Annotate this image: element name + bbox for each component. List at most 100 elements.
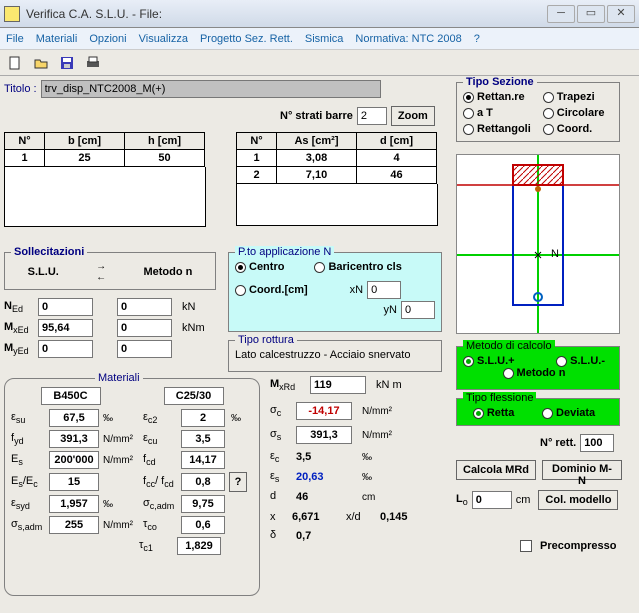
- steel-input[interactable]: [41, 387, 101, 405]
- strati-input[interactable]: [357, 107, 387, 125]
- print-icon[interactable]: [84, 54, 102, 72]
- radio-trapezi[interactable]: Trapezi: [543, 91, 605, 103]
- menu-visualizza[interactable]: Visualizza: [139, 33, 188, 45]
- res-val: 3,5: [296, 451, 352, 463]
- sollec-title: Sollecitazioni: [11, 246, 87, 258]
- menu-help[interactable]: ?: [474, 33, 480, 45]
- menu-materiali[interactable]: Materiali: [36, 33, 78, 45]
- radio-baricentro[interactable]: Baricentro cls: [314, 261, 401, 273]
- bars-cell[interactable]: 3,08: [277, 150, 357, 167]
- minimize-button[interactable]: ─: [547, 5, 575, 23]
- radio-rettanre[interactable]: Rettan.re: [463, 91, 531, 103]
- app-icon: [4, 6, 20, 22]
- dominio-mn-button[interactable]: Dominio M-N: [542, 460, 622, 480]
- mat-input[interactable]: [49, 430, 99, 448]
- mxed-unit: kNm: [182, 322, 205, 334]
- lo-input[interactable]: [472, 491, 512, 509]
- titolo-label: Titolo :: [4, 83, 37, 95]
- mat-label: Es/Ec: [11, 475, 45, 489]
- metcalc-title: Metodo di calcolo: [463, 340, 555, 352]
- save-icon[interactable]: [58, 54, 76, 72]
- radio-rettangoli[interactable]: Rettangoli: [463, 123, 531, 135]
- maximize-button[interactable]: ▭: [577, 5, 605, 23]
- mat-input[interactable]: [181, 451, 225, 469]
- precomp-label: Precompresso: [540, 540, 616, 552]
- arrow-left-icon[interactable]: ←: [96, 272, 106, 283]
- geom-table-empty: [4, 167, 206, 227]
- mxed-input2[interactable]: [117, 319, 172, 337]
- geom-cell[interactable]: 1: [5, 150, 45, 167]
- geom-cell[interactable]: 50: [125, 150, 205, 167]
- zoom-button[interactable]: Zoom: [391, 106, 435, 126]
- mxrd-label: MxRd: [270, 378, 306, 392]
- precomp-checkbox[interactable]: [520, 540, 532, 552]
- mat-unit: N/mm²: [103, 520, 139, 531]
- new-icon[interactable]: [6, 54, 24, 72]
- mat-input[interactable]: [181, 516, 225, 534]
- mat-input[interactable]: [181, 430, 225, 448]
- bars-cell[interactable]: 46: [357, 167, 437, 184]
- radio-slup[interactable]: S.L.U.+: [463, 355, 515, 367]
- radio-slum[interactable]: S.L.U.-: [556, 355, 605, 367]
- mat-input[interactable]: [49, 495, 99, 513]
- mat-input[interactable]: [181, 473, 225, 491]
- arrow-right-icon[interactable]: →: [96, 261, 106, 272]
- mat-label: σs,adm: [11, 518, 45, 532]
- myed-label: MyEd: [4, 342, 34, 356]
- geom-cell[interactable]: 25: [45, 150, 125, 167]
- res-val: 20,63: [296, 471, 352, 483]
- bars-cell[interactable]: 1: [237, 150, 277, 167]
- menu-file[interactable]: File: [6, 33, 24, 45]
- radio-coord[interactable]: Coord.: [543, 123, 605, 135]
- ned-input[interactable]: [38, 298, 93, 316]
- mat-input[interactable]: [49, 409, 99, 427]
- ned-input2[interactable]: [117, 298, 172, 316]
- mat-input[interactable]: [49, 473, 99, 491]
- res-sym: εc: [270, 450, 292, 464]
- bars-cell[interactable]: 2: [237, 167, 277, 184]
- mat-unit: N/mm²: [103, 455, 139, 466]
- res-val: [296, 402, 352, 420]
- mat-label: εcu: [143, 432, 177, 446]
- radio-circolare[interactable]: Circolare: [543, 107, 605, 119]
- res-sym: σs: [270, 428, 292, 442]
- myed-input2[interactable]: [117, 340, 172, 358]
- radio-coord[interactable]: Coord.[cm]: [235, 284, 308, 296]
- mat-input[interactable]: [177, 537, 221, 555]
- close-button[interactable]: ✕: [607, 5, 635, 23]
- res-val2: 0,145: [380, 511, 408, 523]
- nrett-label: N° rett.: [540, 437, 576, 449]
- res-unit: cm: [362, 492, 375, 503]
- radio-deviata[interactable]: Deviata: [542, 407, 595, 419]
- calcola-mrd-button[interactable]: Calcola MRd: [456, 460, 536, 480]
- mxed-input[interactable]: [38, 319, 93, 337]
- mat-input[interactable]: [49, 451, 99, 469]
- bars-cell[interactable]: 4: [357, 150, 437, 167]
- radio-retta[interactable]: Retta: [473, 407, 515, 419]
- radio-centro[interactable]: Centro: [235, 261, 284, 273]
- mat-label: τco: [143, 518, 177, 532]
- geometry-table: N°b [cm]h [cm] 12550: [4, 132, 205, 167]
- menu-opzioni[interactable]: Opzioni: [89, 33, 126, 45]
- mat-input[interactable]: [49, 516, 99, 534]
- menu-progetto[interactable]: Progetto Sez. Rett.: [200, 33, 293, 45]
- radio-at[interactable]: a T: [463, 107, 531, 119]
- mat-input[interactable]: [181, 495, 225, 513]
- open-icon[interactable]: [32, 54, 50, 72]
- help-button[interactable]: ?: [229, 472, 247, 492]
- menu-sismica[interactable]: Sismica: [305, 33, 344, 45]
- menu-bar: File Materiali Opzioni Visualizza Proget…: [0, 28, 639, 50]
- yn-input[interactable]: [401, 301, 435, 319]
- bars-cell[interactable]: 7,10: [277, 167, 357, 184]
- myed-input[interactable]: [38, 340, 93, 358]
- titolo-input[interactable]: [41, 80, 381, 98]
- xn-input[interactable]: [367, 281, 401, 299]
- col-modello-button[interactable]: Col. modello: [538, 490, 618, 510]
- geom-h0: N°: [5, 133, 45, 150]
- conc-input[interactable]: [164, 387, 224, 405]
- rottura-text: Lato calcestruzzo - Acciaio snervato: [235, 349, 435, 361]
- radio-metn[interactable]: Metodo n: [503, 367, 566, 379]
- menu-normativa[interactable]: Normativa: NTC 2008: [355, 33, 461, 45]
- mat-input[interactable]: [181, 409, 225, 427]
- nrett-input[interactable]: [580, 434, 614, 452]
